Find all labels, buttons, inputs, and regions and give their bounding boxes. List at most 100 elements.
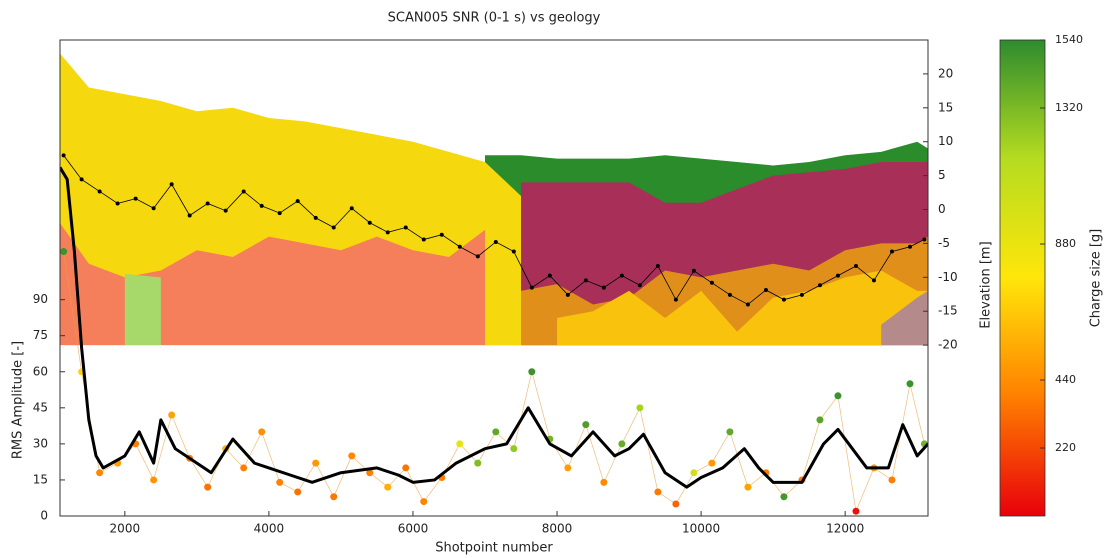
- profile-point: [781, 297, 786, 302]
- shot-point: [744, 483, 752, 491]
- profile-point: [709, 280, 714, 285]
- shot-point: [636, 404, 644, 412]
- shot-point: [150, 476, 158, 484]
- profile-point: [871, 278, 876, 283]
- y2-tick-label: 5: [938, 168, 946, 182]
- profile-point: [763, 288, 768, 293]
- profile-point: [922, 237, 927, 242]
- shot-point: [456, 440, 464, 448]
- profile-point: [565, 292, 570, 297]
- shot-point: [312, 459, 320, 467]
- shot-point: [366, 469, 374, 477]
- y-tick-label: 60: [33, 364, 48, 378]
- chart-title: SCAN005 SNR (0-1 s) vs geology: [388, 11, 601, 26]
- shot-point: [672, 500, 680, 508]
- shot-point: [564, 464, 572, 472]
- y-tick-label: 30: [33, 436, 48, 450]
- profile-point: [655, 263, 660, 268]
- shot-point: [654, 488, 662, 496]
- profile-point: [151, 206, 156, 211]
- profile-point: [853, 263, 858, 268]
- profile-point: [583, 278, 588, 283]
- profile-point: [835, 273, 840, 278]
- x-tick-label: 4000: [254, 522, 285, 536]
- shot-point: [852, 507, 860, 515]
- profile-point: [691, 268, 696, 273]
- shot-point: [618, 440, 626, 448]
- profile-point: [313, 215, 318, 220]
- profile-point: [457, 244, 462, 249]
- shot-point: [402, 464, 410, 472]
- profile-point: [493, 239, 498, 244]
- profile-point: [511, 249, 516, 254]
- colorbar-tick-label: 1540: [1055, 33, 1083, 46]
- profile-point: [421, 237, 426, 242]
- x-tick-label: 2000: [110, 522, 141, 536]
- profile-point: [223, 208, 228, 213]
- profile-point: [403, 225, 408, 230]
- shot-point: [726, 428, 734, 436]
- profile-point: [61, 153, 66, 158]
- colorbar-tick-label: 880: [1055, 237, 1076, 250]
- shot-point: [96, 469, 104, 477]
- x-tick-label: 8000: [542, 522, 573, 536]
- profile-point: [673, 297, 678, 302]
- shot-point: [528, 368, 536, 376]
- shot-point: [834, 392, 842, 400]
- x-tick-label: 12000: [826, 522, 864, 536]
- shot-point: [420, 498, 428, 506]
- geology-layer: [557, 270, 928, 346]
- colorbar-tick-label: 440: [1055, 373, 1076, 386]
- profile-point: [259, 203, 264, 208]
- profile-point: [619, 273, 624, 278]
- profile-point: [241, 189, 246, 194]
- plot-area: [60, 53, 928, 515]
- shot-point: [294, 488, 302, 496]
- shot-point: [690, 469, 698, 477]
- shot-point: [780, 493, 788, 501]
- profile-point: [817, 283, 822, 288]
- y2-tick-label: 15: [938, 100, 953, 114]
- shot-point: [60, 248, 68, 256]
- profile-point: [601, 285, 606, 290]
- profile-point: [529, 285, 534, 290]
- profile-point: [133, 196, 138, 201]
- x-axis-label: Shotpoint number: [435, 541, 553, 556]
- profile-point: [475, 254, 480, 259]
- profile-point: [79, 177, 84, 182]
- x-tick-label: 6000: [398, 522, 429, 536]
- profile-point: [115, 201, 120, 206]
- profile-point: [367, 220, 372, 225]
- shot-point: [510, 445, 518, 453]
- shot-point: [906, 380, 914, 388]
- shot-point: [240, 464, 248, 472]
- y2-tick-label: -15: [938, 304, 958, 318]
- shot-point: [258, 428, 266, 436]
- profile-point: [331, 225, 336, 230]
- shot-point: [384, 483, 392, 491]
- profile-point: [277, 211, 282, 216]
- plot-frame: [59, 39, 929, 517]
- profile-point: [385, 230, 390, 235]
- shot-point: [204, 483, 212, 491]
- geology-layer: [881, 290, 928, 346]
- geology-layer: [124, 273, 161, 346]
- y-tick-label: 90: [33, 292, 48, 306]
- shot-point: [708, 459, 716, 467]
- profile-point: [637, 283, 642, 288]
- geology-layer: [60, 223, 485, 346]
- profile-point: [889, 249, 894, 254]
- shot-point: [888, 476, 896, 484]
- shot-point: [816, 416, 824, 424]
- profile-point: [205, 201, 210, 206]
- colorbar: [999, 39, 1046, 517]
- y2-tick-label: 10: [938, 134, 953, 148]
- profile-point: [727, 292, 732, 297]
- shot-point: [492, 428, 500, 436]
- profile-point: [169, 182, 174, 187]
- y2-tick-label: -20: [938, 338, 958, 352]
- profile-point: [799, 292, 804, 297]
- x-tick-label: 10000: [682, 522, 720, 536]
- shot-point: [348, 452, 356, 460]
